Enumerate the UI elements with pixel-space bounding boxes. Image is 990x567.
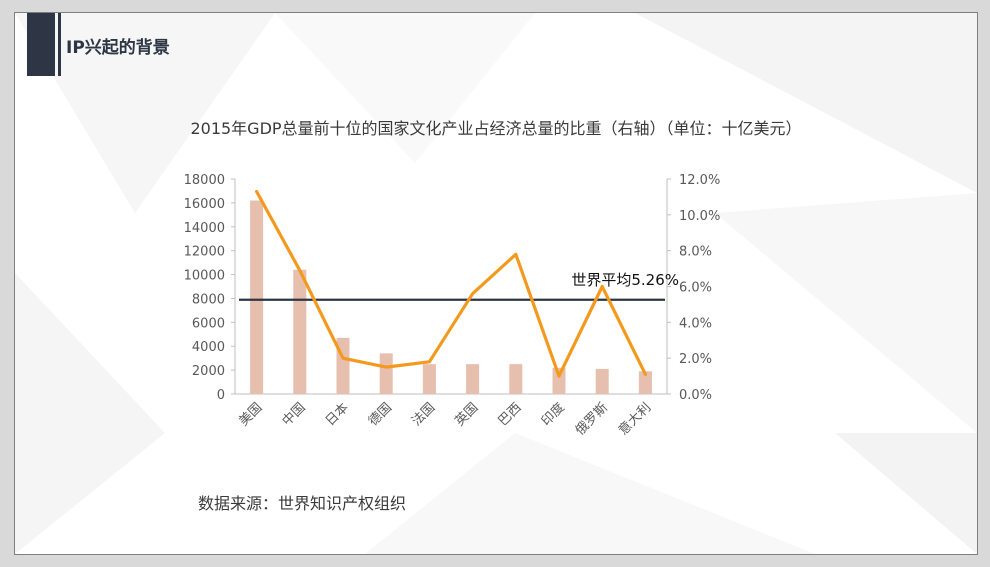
- y-right-tick-label: 2.0%: [679, 352, 712, 367]
- title-accent-bar: [27, 13, 55, 76]
- x-tick-label: 德国: [366, 400, 395, 429]
- y-left-tick-label: 16000: [184, 197, 225, 212]
- slide: IP兴起的背景 2015年GDP总量前十位的国家文化产业占经济总量的比重（右轴）…: [14, 12, 978, 555]
- x-tick-label: 美国: [236, 400, 265, 429]
- y-right-tick-label: 4.0%: [679, 316, 712, 331]
- y-left-tick-label: 14000: [184, 221, 225, 236]
- bar: [466, 364, 480, 394]
- data-source: 数据来源：世界知识产权组织: [198, 494, 407, 513]
- x-tick-label: 法国: [409, 400, 438, 429]
- background-pattern: [15, 13, 977, 554]
- y-left-tick-label: 18000: [184, 173, 225, 188]
- bar: [250, 200, 264, 394]
- y-left-tick-label: 10000: [184, 269, 225, 284]
- bar: [293, 269, 307, 394]
- chart: 18000 16000 14000 12000 10000 8000 6000 4000 200…: [184, 173, 721, 439]
- y-left-tick-label: 2000: [192, 364, 225, 379]
- y-right-tick-label: 0.0%: [679, 388, 712, 403]
- bar: [379, 353, 393, 394]
- x-tick-label: 俄罗斯: [573, 400, 611, 438]
- bar: [509, 364, 523, 394]
- bar: [595, 368, 609, 394]
- slide-title: IP兴起的背景: [66, 38, 170, 58]
- chart-title: 2015年GDP总量前十位的国家文化产业占经济总量的比重（右轴）（单位：十亿美元…: [190, 119, 802, 138]
- x-tick-label: 英国: [452, 400, 481, 429]
- bar: [422, 364, 436, 394]
- y-right-tick-label: 6.0%: [679, 281, 712, 296]
- y-left-tick-label: 12000: [184, 245, 225, 260]
- y-left-tick-label: 4000: [192, 340, 225, 355]
- y-right-tick-label: 10.0%: [679, 209, 720, 224]
- y-left-tick-label: 0: [217, 388, 225, 403]
- line-series: [255, 189, 648, 378]
- y-left-tick-label: 8000: [192, 292, 225, 307]
- world-average-label: 世界平均5.26%: [571, 271, 679, 289]
- x-tick-label: 日本: [323, 400, 352, 429]
- title-accent-line: [58, 13, 61, 76]
- x-tick-label: 意大利: [615, 400, 654, 439]
- y-right-tick-label: 12.0%: [679, 173, 720, 188]
- y-left-tick-label: 6000: [192, 316, 225, 331]
- x-tick-label: 巴西: [496, 400, 525, 429]
- x-tick-label: 中国: [280, 400, 309, 429]
- y-right-tick-label: 8.0%: [679, 245, 712, 260]
- x-tick-label: 印度: [538, 400, 568, 430]
- bar: [638, 371, 652, 394]
- bar: [552, 367, 566, 394]
